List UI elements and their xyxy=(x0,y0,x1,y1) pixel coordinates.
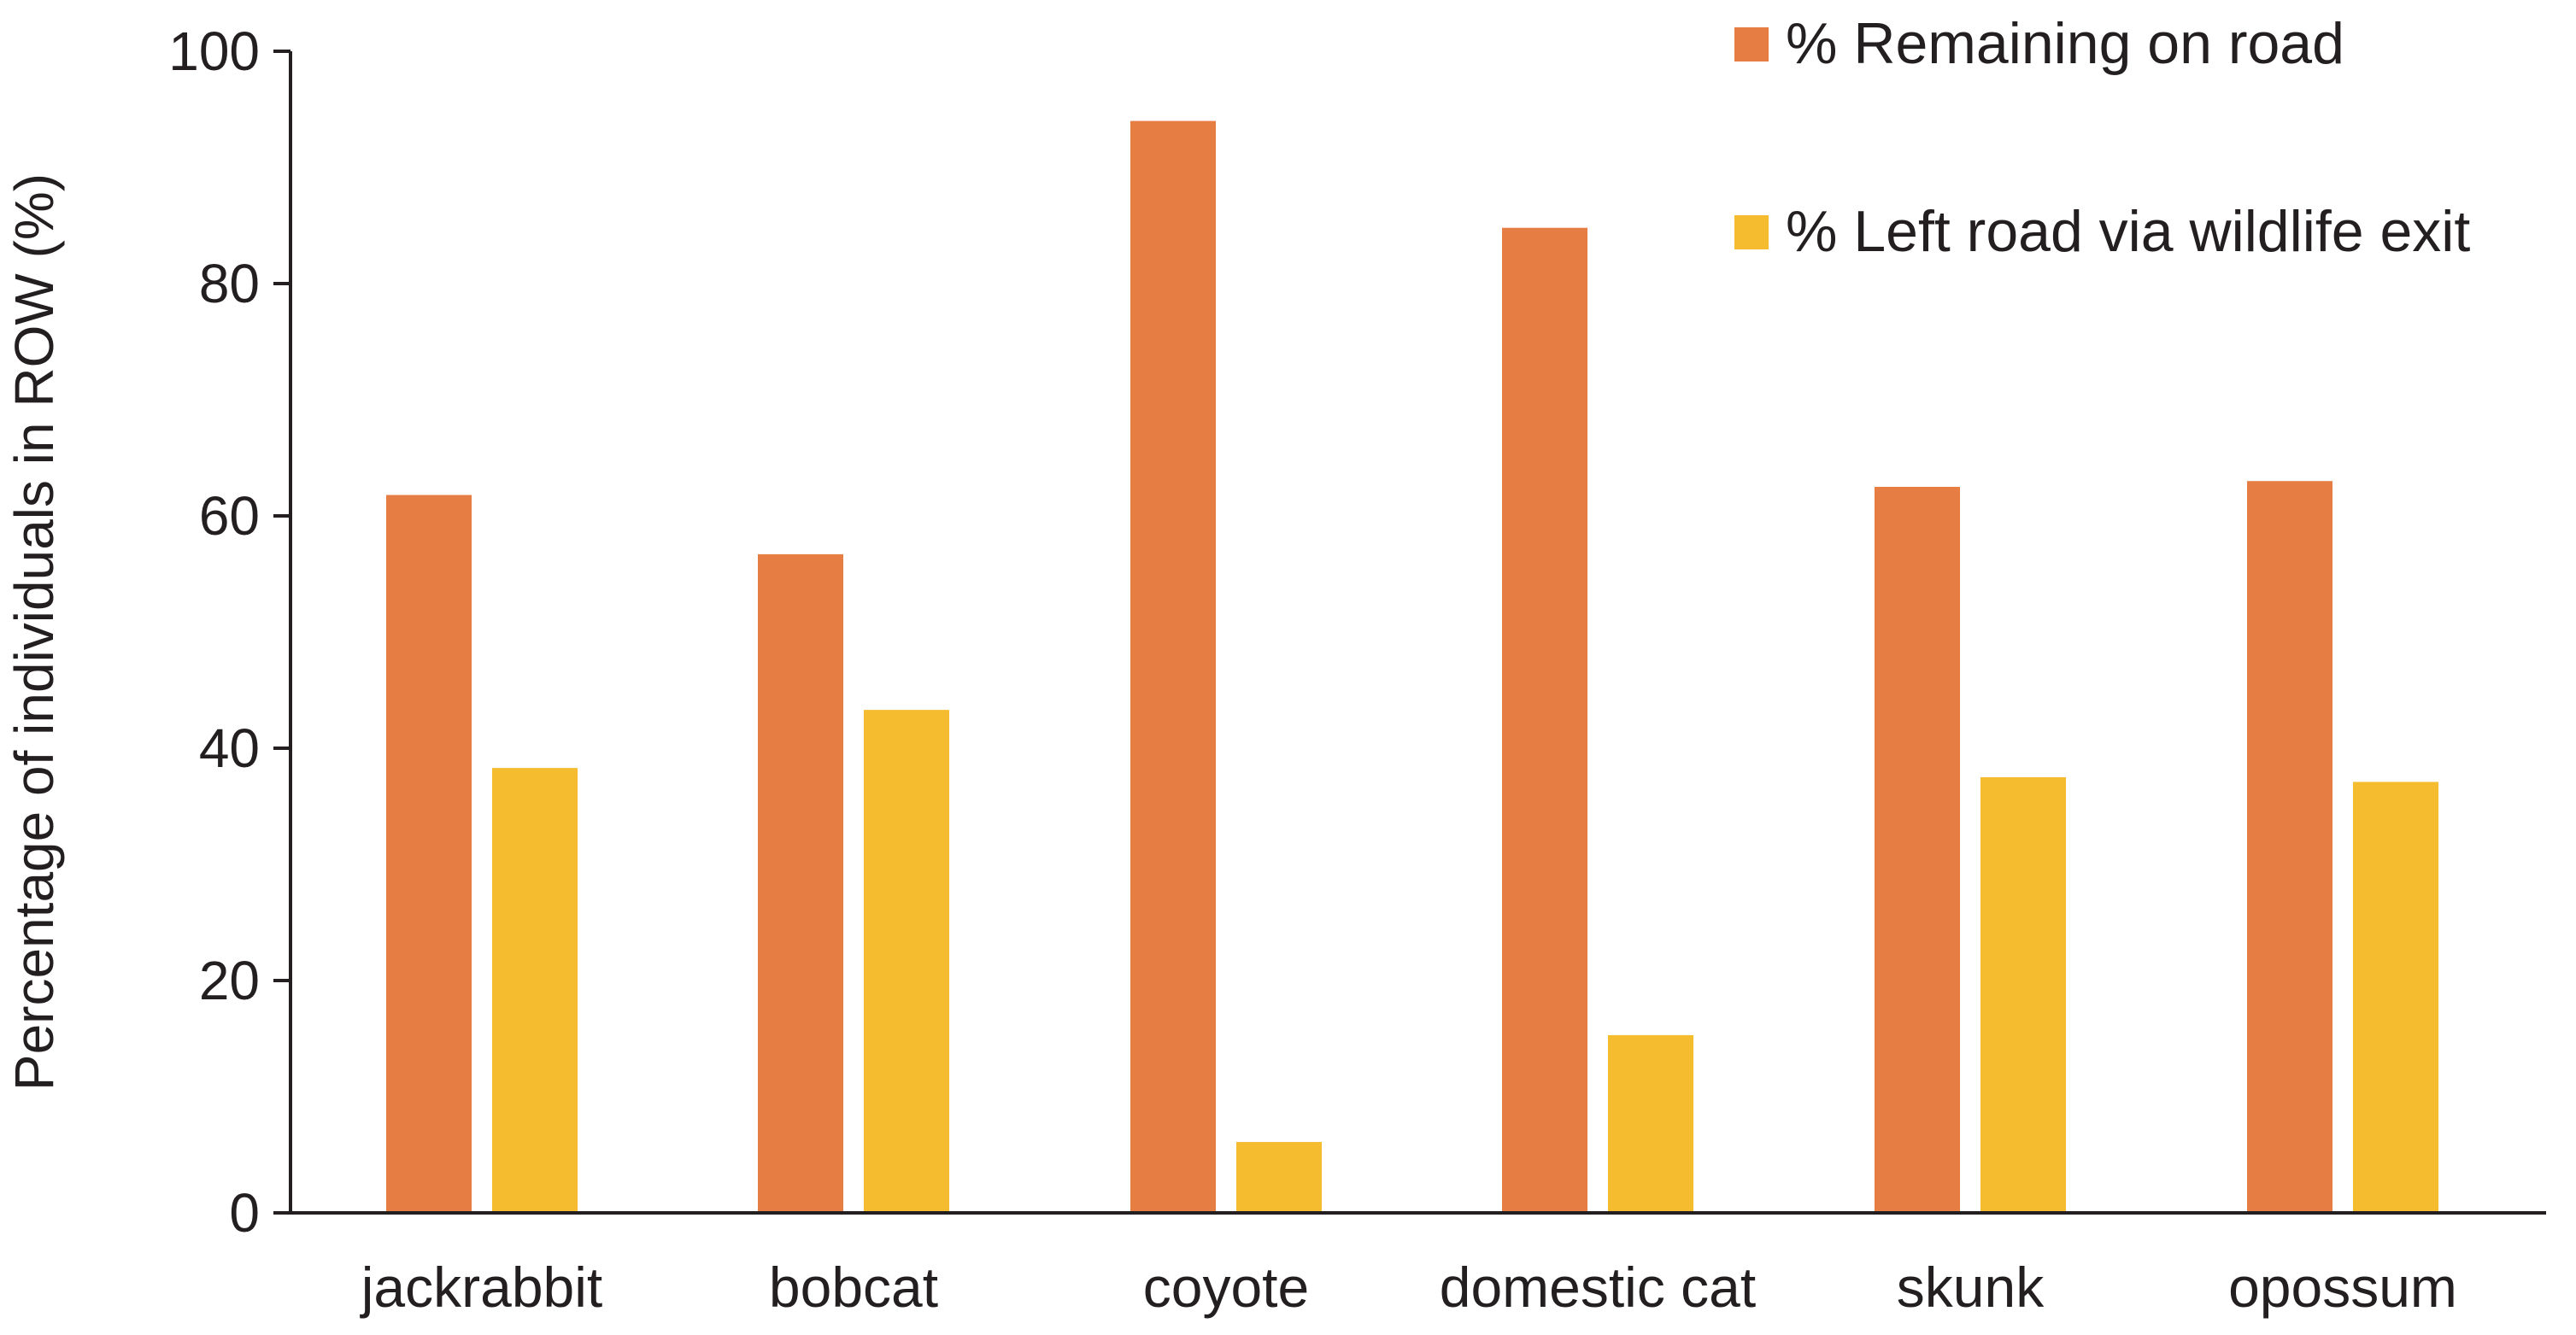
bar-bobcat-series-2 xyxy=(864,710,949,1213)
legend-label-series-2: % Left road via wildlife exit xyxy=(1786,199,2470,264)
y-axis-ticks: 0 20 40 60 80 100 xyxy=(168,20,290,1244)
legend-swatch-series-2 xyxy=(1734,215,1769,249)
bars-layer xyxy=(386,120,2438,1214)
bar-skunk-series-2 xyxy=(1980,777,2066,1213)
legend-swatch-series-1 xyxy=(1734,27,1769,61)
y-tick-label: 0 xyxy=(229,1182,260,1244)
bar-opossum-series-2 xyxy=(2353,782,2438,1213)
x-category-label-coyote: coyote xyxy=(1143,1256,1309,1319)
bar-bobcat-series-1 xyxy=(758,553,843,1213)
legend-label-series-1: % Remaining on road xyxy=(1786,11,2344,76)
y-tick-label: 80 xyxy=(199,253,260,314)
y-tick-label: 100 xyxy=(168,20,260,82)
plot-area: 0 20 40 60 80 100 jackrabbit bobcat coyote domes… xyxy=(168,20,2546,1319)
x-category-label-jackrabbit: jackrabbit xyxy=(360,1256,602,1319)
bar-opossum-series-1 xyxy=(2247,481,2332,1213)
bar-coyote-series-2 xyxy=(1236,1142,1322,1213)
bar-jackrabbit-series-2 xyxy=(492,768,578,1213)
x-category-label-skunk: skunk xyxy=(1897,1256,2045,1319)
bar-jackrabbit-series-1 xyxy=(386,495,472,1213)
y-tick-label: 40 xyxy=(199,717,260,779)
y-axis-title: Percentage of individuals in ROW (%) xyxy=(3,173,65,1091)
bar-coyote-series-1 xyxy=(1130,120,1216,1214)
x-axis-category-labels: jackrabbit bobcat coyote domestic cat skunk o… xyxy=(360,1256,2457,1319)
y-tick-label: 20 xyxy=(199,950,260,1011)
x-category-label-opossum: opossum xyxy=(2228,1256,2457,1319)
bar-domestic-cat-series-2 xyxy=(1608,1034,1693,1213)
x-category-label-bobcat: bobcat xyxy=(769,1256,938,1319)
bar-skunk-series-1 xyxy=(1875,487,1960,1213)
y-tick-label: 60 xyxy=(199,485,260,547)
bar-domestic-cat-series-1 xyxy=(1502,227,1587,1214)
legend: % Remaining on road % Left road via wildl… xyxy=(1734,11,2470,264)
x-category-label-domestic-cat: domestic cat xyxy=(1440,1256,1756,1319)
